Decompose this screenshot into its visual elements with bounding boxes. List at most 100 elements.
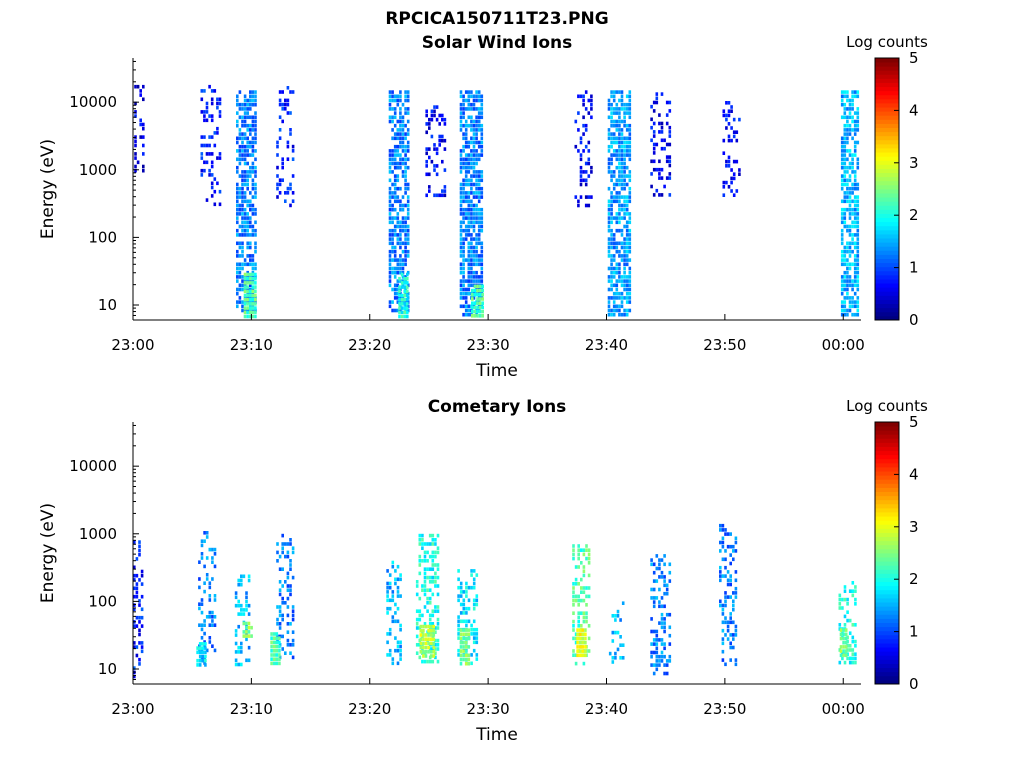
spectrogram-cell bbox=[289, 584, 292, 588]
spectrogram-cell bbox=[729, 532, 732, 536]
spectrogram-cell bbox=[856, 186, 860, 191]
spectrogram-cell bbox=[276, 144, 279, 149]
spectrogram-cell bbox=[386, 606, 389, 611]
spectrogram-cell bbox=[574, 144, 578, 149]
spectrogram-cell bbox=[650, 138, 653, 143]
spectrogram-cell bbox=[459, 581, 463, 586]
spectrogram-cell bbox=[607, 98, 611, 103]
spectrogram-cell bbox=[848, 186, 852, 191]
spectrogram-cell bbox=[856, 228, 860, 233]
spectrogram-cell bbox=[480, 136, 484, 141]
colorbar-segment bbox=[875, 573, 899, 578]
spectrogram-cell bbox=[650, 587, 653, 592]
spectrogram-cell bbox=[236, 182, 239, 187]
spectrogram-cell bbox=[618, 178, 621, 183]
spectrogram-cell bbox=[234, 595, 238, 600]
spectrogram-cell bbox=[415, 651, 419, 655]
spectrogram-cell bbox=[210, 89, 214, 93]
spectrogram-cell bbox=[650, 184, 653, 189]
spectrogram-cell bbox=[620, 98, 624, 103]
spectrogram-cell bbox=[480, 128, 484, 132]
spectrogram-cell bbox=[246, 144, 249, 149]
spectrogram-cell bbox=[436, 546, 440, 550]
spectrogram-cell bbox=[429, 629, 433, 633]
spectrogram-cell bbox=[276, 542, 279, 546]
spectrogram-cell bbox=[396, 195, 400, 199]
colorbar-segment bbox=[875, 180, 899, 186]
spectrogram-cell bbox=[433, 113, 436, 118]
spectrogram-cell bbox=[459, 195, 463, 199]
spectrogram-cell bbox=[238, 174, 242, 178]
spectrogram-cell bbox=[473, 305, 477, 310]
spectrogram-cell bbox=[399, 228, 402, 233]
spectrogram-cell bbox=[388, 90, 392, 94]
spectrogram-cell bbox=[135, 582, 139, 586]
spectrogram-cell bbox=[663, 604, 666, 609]
spectrogram-cell bbox=[399, 653, 402, 657]
spectrogram-cell bbox=[399, 623, 402, 628]
spectrogram-cell bbox=[625, 308, 629, 313]
spectrogram-cell bbox=[851, 153, 854, 157]
spectrogram-cell bbox=[628, 136, 632, 141]
spectrogram-cell bbox=[840, 220, 844, 225]
spectrogram-cell bbox=[403, 314, 406, 319]
spectrogram-cell bbox=[459, 182, 463, 187]
spectrogram-cell bbox=[846, 308, 849, 313]
spectrogram-cell bbox=[851, 623, 855, 627]
spectrogram-cell bbox=[236, 254, 239, 258]
spectrogram-cell bbox=[473, 309, 477, 314]
spectrogram-cell bbox=[856, 123, 860, 128]
spectrogram-cell bbox=[393, 132, 397, 136]
spectrogram-cell bbox=[727, 101, 731, 105]
spectrogram-cell bbox=[578, 653, 582, 658]
spectrogram-cell bbox=[403, 297, 406, 302]
spectrogram-cell bbox=[856, 90, 860, 94]
spectrogram-cell bbox=[578, 628, 582, 632]
spectrogram-cell bbox=[721, 523, 725, 528]
spectrogram-cell bbox=[403, 281, 406, 285]
spectrogram-cell bbox=[459, 249, 463, 254]
spectrogram-cell bbox=[399, 107, 402, 111]
spectrogram-cell bbox=[655, 629, 659, 634]
spectrogram-cell bbox=[477, 157, 481, 162]
spectrogram-cell bbox=[198, 606, 201, 611]
spectrogram-cell bbox=[435, 117, 439, 122]
spectrogram-cell bbox=[393, 136, 397, 141]
spectrogram-cell bbox=[846, 656, 849, 661]
spectrogram-cell bbox=[848, 233, 852, 237]
colorbar-segment bbox=[875, 221, 899, 227]
y-tick-label: 100 bbox=[88, 228, 117, 246]
spectrogram-cell bbox=[393, 283, 397, 288]
spectrogram-cell bbox=[467, 283, 471, 288]
spectrogram-cell bbox=[213, 623, 217, 627]
spectrogram-cell bbox=[848, 107, 852, 111]
colorbar-segment bbox=[875, 164, 899, 169]
spectrogram-cell bbox=[467, 153, 471, 157]
spectrogram-cell bbox=[388, 216, 392, 220]
spectrogram-cell bbox=[218, 101, 222, 106]
colorbar-segment bbox=[875, 524, 899, 529]
spectrogram-cell bbox=[851, 102, 854, 107]
spectrogram-cell bbox=[289, 90, 292, 94]
spectrogram-cell bbox=[464, 195, 468, 199]
spectrogram-cell bbox=[848, 178, 852, 183]
spectrogram-cell bbox=[422, 654, 425, 658]
spectrogram-cell bbox=[848, 165, 852, 170]
spectrogram-cell bbox=[406, 289, 409, 294]
spectrogram-cell bbox=[464, 90, 468, 94]
spectrogram-cell bbox=[477, 115, 481, 120]
spectrogram-cell bbox=[615, 90, 619, 94]
spectrogram-cell bbox=[213, 143, 217, 148]
spectrogram-cell bbox=[406, 195, 410, 199]
spectrogram-cell bbox=[478, 284, 482, 289]
spectrogram-cell bbox=[284, 199, 287, 203]
spectrogram-cell bbox=[470, 207, 473, 212]
spectrogram-cell bbox=[276, 550, 279, 555]
spectrogram-cell bbox=[388, 161, 392, 166]
spectrogram-cell bbox=[430, 117, 434, 122]
spectrogram-cell bbox=[726, 570, 730, 574]
spectrogram-cell bbox=[434, 584, 437, 588]
spectrogram-cell bbox=[725, 117, 728, 122]
spectrogram-cell bbox=[615, 102, 619, 107]
spectrogram-cell bbox=[415, 622, 419, 626]
